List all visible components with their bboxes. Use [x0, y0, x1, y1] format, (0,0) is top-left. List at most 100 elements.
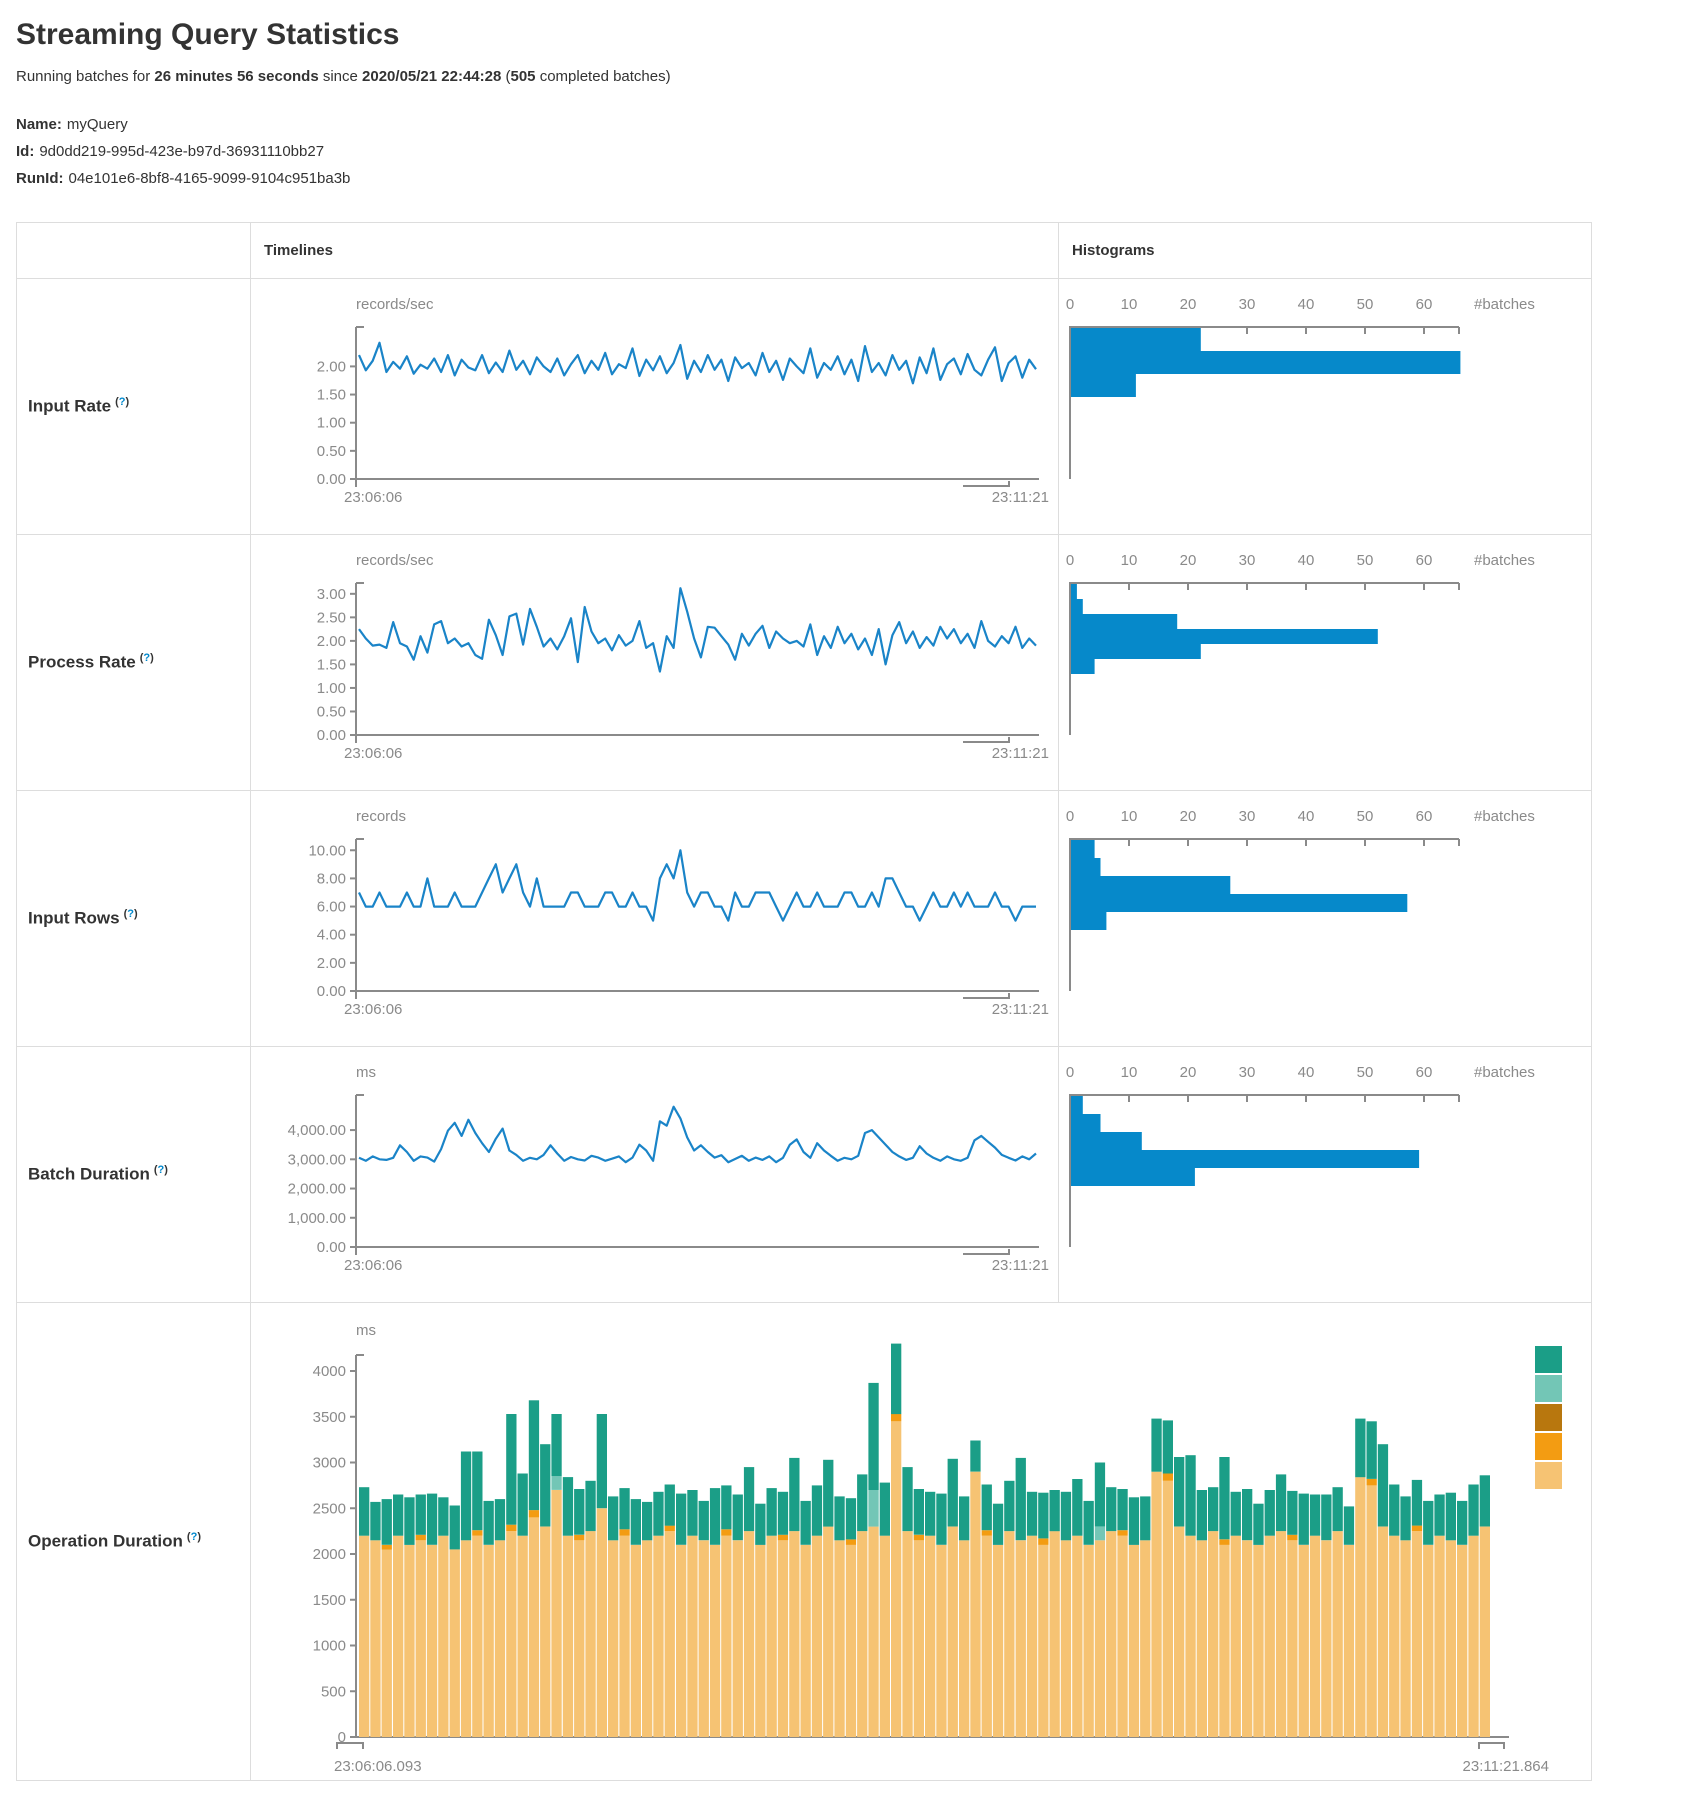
stacked-bar-segment: [868, 1382, 879, 1490]
stacked-bar-segment: [619, 1488, 630, 1530]
stacked-bar-segment: [415, 1494, 426, 1535]
help-icon-process-rate[interactable]: (?): [139, 652, 154, 665]
stacked-bar-segment: [1106, 1487, 1117, 1532]
stacked-bar-segment: [630, 1499, 641, 1545]
stacked-bar-segment: [449, 1549, 460, 1737]
stacked-bar-segment: [1174, 1526, 1185, 1737]
histogram-bar: [1071, 858, 1101, 876]
timelines-header: Timelines: [250, 222, 1059, 279]
stacked-bar-segment: [777, 1534, 789, 1541]
svg-text:10: 10: [1121, 552, 1138, 569]
stacked-bar-segment: [381, 1549, 392, 1737]
svg-text:3500: 3500: [313, 1409, 346, 1426]
query-meta: Name: myQuery Id: 9d0dd219-995d-423e-b97d-…: [16, 111, 1693, 192]
stacked-bar-segment: [1366, 1485, 1377, 1737]
stacked-bar-segment: [1004, 1480, 1015, 1532]
timeline-line: [358, 587, 1037, 673]
svg-text:0.00: 0.00: [317, 471, 346, 488]
stacked-bar-segment: [551, 1414, 562, 1477]
stacked-bar-segment: [1434, 1494, 1445, 1536]
stacked-bar-segment: [947, 1526, 958, 1737]
stacked-bar-segment: [981, 1530, 992, 1536]
histogram-bar: [1071, 629, 1378, 644]
stacked-bar-segment: [483, 1500, 494, 1545]
stacked-bar-segment: [902, 1531, 913, 1737]
table-header-row: Timelines Histograms: [16, 222, 1592, 279]
stacked-bar-segment: [1366, 1421, 1377, 1479]
stacked-bar-segment: [1038, 1492, 1049, 1539]
svg-text:40: 40: [1298, 808, 1315, 825]
stacked-bar-segment: [619, 1535, 630, 1737]
stacked-bar-segment: [460, 1540, 472, 1737]
stacked-bar-segment: [1117, 1535, 1128, 1737]
stacked-bar-segment: [755, 1544, 766, 1737]
svg-text:8.00: 8.00: [317, 870, 346, 887]
stacked-bar-segment: [970, 1440, 981, 1472]
stacked-bar-segment: [1038, 1544, 1049, 1737]
running-paren: (: [501, 68, 511, 85]
stacked-bar-segment: [913, 1540, 924, 1737]
stacked-bar-segment: [721, 1529, 732, 1536]
stacked-bar-segment: [936, 1493, 947, 1545]
stacked-bar-segment: [1162, 1480, 1173, 1737]
stacked-bar-segment: [642, 1501, 653, 1541]
help-icon-input-rows[interactable]: (?): [123, 908, 138, 921]
svg-text:20: 20: [1180, 808, 1197, 825]
stacked-bar-segment: [891, 1421, 902, 1737]
svg-text:0.00: 0.00: [317, 1239, 346, 1256]
histogram-bar: [1071, 912, 1107, 930]
stacked-bar-segment: [415, 1540, 426, 1737]
stacked-bar-segment: [709, 1488, 721, 1545]
running-since: since: [318, 68, 363, 85]
stacked-bar-segment: [1004, 1531, 1015, 1737]
stacked-bar-segment: [1366, 1479, 1377, 1486]
histogram-bar: [1071, 599, 1083, 614]
stacked-bar-segment: [1332, 1531, 1343, 1737]
stacked-bar-segment: [472, 1530, 483, 1536]
stacked-bar-segment: [959, 1540, 970, 1737]
help-icon-operation-duration[interactable]: (?): [186, 1531, 201, 1544]
stacked-bar-segment: [1309, 1494, 1321, 1536]
stacked-bar-segment: [981, 1484, 992, 1531]
timeline-line: [357, 341, 1037, 385]
stacked-bar-segment: [359, 1535, 370, 1737]
stacked-bar-segment: [1128, 1544, 1140, 1737]
stacked-bar-segment: [913, 1534, 924, 1541]
histogram-svg: 0 10 20 30 40 50 60 #batches: [1066, 552, 1535, 735]
help-icon-batch-duration[interactable]: (?): [153, 1164, 168, 1177]
stacked-svg: ms 4000 3500 3000 2500 2000 1500 1000 500 0 23:06:…: [313, 1322, 1562, 1775]
stacked-bar-segment: [981, 1535, 992, 1737]
stacked-bar-segment: [766, 1535, 777, 1737]
stacked-bar-segment: [811, 1485, 823, 1536]
stacked-bar-segment: [687, 1490, 698, 1536]
svg-text:records/sec: records/sec: [356, 296, 434, 313]
stacked-bar-segment: [551, 1476, 562, 1490]
svg-text:records/sec: records/sec: [356, 552, 434, 569]
running-duration: 26 minutes 56 seconds: [154, 68, 319, 85]
stacked-bar-segment: [1479, 1475, 1490, 1527]
histograms-header: Histograms: [1058, 222, 1592, 279]
stacked-bar-segment: [992, 1503, 1004, 1545]
svg-text:1,000.00: 1,000.00: [288, 1210, 346, 1227]
stacked-bar-segment: [925, 1491, 936, 1536]
stacked-bar-segment: [732, 1494, 743, 1541]
running-start-time: 2020/05/21 22:44:28: [362, 68, 502, 85]
histogram-bar: [1071, 1096, 1083, 1114]
stacked-bar-segment: [1060, 1540, 1072, 1737]
stacked-bar-segment: [1411, 1479, 1423, 1526]
stacked-bar-segment: [359, 1487, 370, 1536]
stacked-bar-segment: [1117, 1489, 1128, 1531]
stacked-bar-segment: [574, 1534, 585, 1541]
stacked-bar-segment: [1185, 1535, 1196, 1737]
stacked-bar-segment: [755, 1503, 766, 1545]
stacked-bar-segment: [891, 1343, 902, 1415]
svg-text:0: 0: [338, 1729, 346, 1746]
stacked-bar-segment: [1321, 1540, 1332, 1737]
stacked-bar-segment: [800, 1544, 811, 1737]
stacked-bar-segment: [1377, 1444, 1389, 1527]
stacked-bar-segment: [517, 1535, 528, 1737]
help-icon-input-rate[interactable]: (?): [115, 396, 130, 409]
svg-text:10: 10: [1121, 1064, 1138, 1081]
stacked-bar-segment: [517, 1473, 528, 1536]
